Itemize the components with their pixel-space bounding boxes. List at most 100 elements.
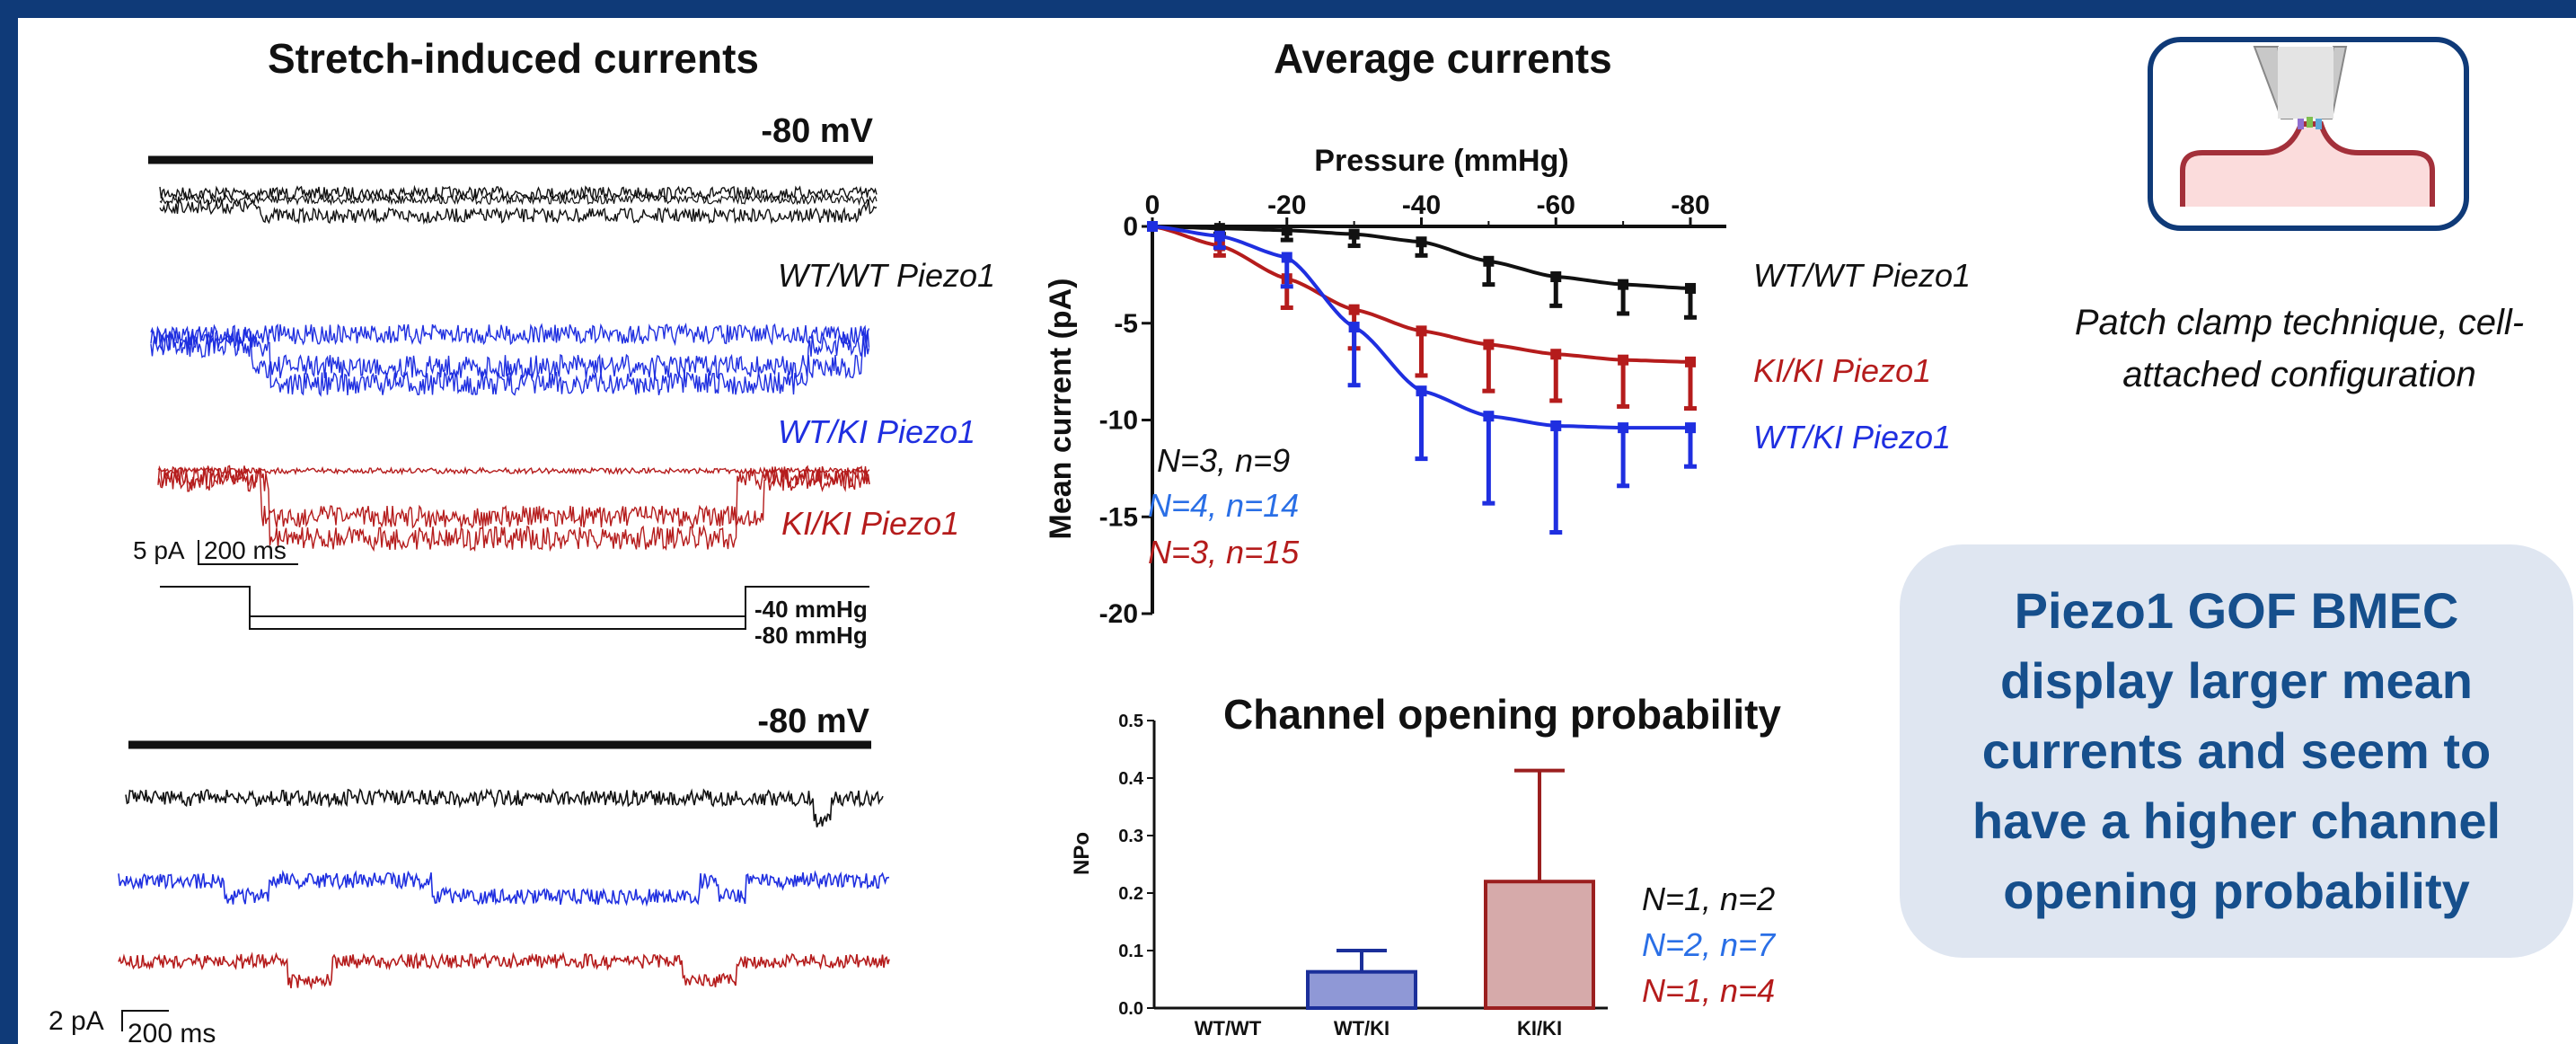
bar-wt-ki [1306, 969, 1417, 1010]
data-point [1147, 221, 1158, 232]
cell-body [2183, 124, 2432, 207]
data-point [1685, 356, 1696, 367]
channel-protein-3 [2316, 119, 2322, 129]
data-point [1416, 325, 1427, 337]
data-point [1483, 255, 1495, 267]
data-point [1618, 279, 1629, 290]
data-point [1685, 282, 1696, 294]
data-point [1483, 339, 1495, 350]
pipette-lumen [2278, 47, 2333, 119]
data-point [1483, 411, 1495, 422]
bar-chart-bars: WT/WT WT/KI KI/KI [1195, 768, 1595, 1040]
x-tick-label: 0 [1145, 190, 1160, 220]
conclusion-text: Piezo1 GOF BMEC display larger mean curr… [1972, 582, 2501, 919]
bar-annotation-wt-ki: N=2, n=7 [1642, 926, 1776, 963]
average-currents-title: Average currents [1274, 35, 1612, 82]
y-tick-label: -10 [1099, 406, 1138, 436]
npo-bar-chart: 0.0 0.1 0.2 0.3 0.4 0.5 WT/WT WT/KI KI/KI NPo [1070, 712, 1608, 1040]
y-tick-label: -15 [1099, 502, 1138, 532]
trace-label-wt-ki: WT/KI Piezo1 [778, 413, 976, 450]
scale-bar-bottom [121, 1010, 169, 1031]
npo-chart-title: Channel opening probability [1223, 691, 1781, 738]
trace-wt-wt-1 [159, 184, 878, 201]
bar-y-tick-label: 0.2 [1118, 884, 1143, 904]
data-point [1348, 322, 1360, 333]
line-annotation-ki-ki: N=3, n=15 [1148, 534, 1300, 571]
pressure-label-40: -40 mmHg [754, 596, 868, 623]
line-legend-ki-ki: KI/KI Piezo1 [1753, 352, 1932, 389]
data-point [1550, 271, 1562, 283]
trace-bottom-wt-ki [118, 870, 890, 907]
holding-voltage-bottom: -80 mV [757, 703, 869, 740]
bar-y-tick-label: 0.5 [1118, 712, 1143, 731]
holding-voltage-top: -80 mV [761, 112, 873, 150]
data-point [1416, 385, 1427, 397]
data-point [1618, 354, 1629, 366]
data-point [1348, 304, 1360, 315]
data-point [1213, 230, 1225, 242]
bar-y-tick-label: 0.4 [1118, 769, 1144, 789]
trace-bottom-wt-wt [125, 788, 884, 827]
line-annotation-wt-ki: N=4, n=14 [1148, 487, 1300, 524]
bar-annotation-ki-ki: N=1, n=4 [1642, 972, 1776, 1009]
trace-wt-ki-3 [150, 332, 870, 397]
line-chart-axes: 0 -20 -40 -60 -80 0 -5 -10 -15 -20 [1099, 190, 1726, 629]
patch-clamp-illustration [2148, 37, 2469, 231]
y-tick-label: -20 [1099, 599, 1138, 629]
scale-top-amplitude: 5 pA [133, 536, 185, 564]
x-tick-label: -80 [1671, 190, 1709, 220]
pressure-step-40 [160, 586, 869, 617]
current-traces [118, 184, 890, 991]
trace-label-ki-ki: KI/KI Piezo1 [781, 505, 960, 542]
y-tick-label: 0 [1123, 212, 1138, 242]
trace-ki-ki-3 [157, 466, 870, 553]
trace-wt-ki-1 [150, 323, 870, 347]
channel-protein-1 [2298, 119, 2304, 129]
x-tick-label: -20 [1267, 190, 1306, 220]
stretch-traces-figure: -80 mV -80 mV -40 mmHg -80 mmHg 5 pA 200… [49, 112, 890, 1044]
line-annotation-wt-wt: N=3, n=9 [1157, 442, 1291, 479]
line-legend-wt-ki: WT/KI Piezo1 [1753, 419, 1952, 456]
trace-wt-wt-3 [159, 192, 878, 207]
bar-y-tick-label: 0.0 [1118, 999, 1143, 1019]
trace-wt-wt-2 [159, 198, 878, 226]
data-point [1281, 225, 1292, 236]
line-chart-y-label: Mean current (pA) [1044, 279, 1078, 540]
trace-bottom-ki-ki [118, 951, 890, 991]
data-point [1281, 252, 1292, 263]
channel-protein-2 [2307, 117, 2313, 128]
line-chart-x-label: Pressure (mmHg) [1314, 144, 1568, 178]
bar-chart-y-label: NPo [1070, 832, 1094, 875]
frame-top-border [0, 0, 2576, 18]
line-legend-wt-wt: WT/WT Piezo1 [1753, 257, 1972, 294]
bar-category-label: WT/WT [1195, 1017, 1262, 1040]
data-point [1348, 228, 1360, 240]
bar-y-tick-label: 0.1 [1118, 942, 1143, 961]
y-tick-label: -5 [1114, 309, 1138, 339]
setup-caption: Patch clamp technique, cell-attached con… [2074, 303, 2525, 394]
bar-category-label: WT/KI [1334, 1017, 1389, 1040]
bar-y-tick-label: 0.3 [1118, 827, 1143, 846]
scale-bottom-amplitude: 2 pA [49, 1006, 104, 1036]
scale-bottom-time: 200 ms [128, 1019, 216, 1044]
line-chart-series [1147, 221, 1697, 535]
trace-ki-ki-2 [157, 464, 870, 529]
average-currents-chart: 0 -20 -40 -60 -80 0 -5 -10 -15 -20 Pressure (mmHg… [1044, 144, 1726, 629]
bar-ki-ki [1484, 880, 1595, 1010]
x-tick-label: -40 [1402, 190, 1441, 220]
trace-label-wt-wt: WT/WT Piezo1 [778, 257, 996, 294]
data-point [1550, 349, 1562, 360]
data-point [1685, 422, 1696, 434]
conclusion-box: Piezo1 GOF BMEC display larger mean curr… [1900, 544, 2573, 958]
scale-top-time: 200 ms [204, 536, 287, 564]
data-point [1550, 420, 1562, 431]
bar-category-label: KI/KI [1517, 1017, 1562, 1040]
scale-bar-top [198, 540, 298, 565]
data-point [1618, 422, 1629, 434]
bar-annotation-wt-wt: N=1, n=2 [1642, 880, 1776, 917]
x-tick-label: -60 [1537, 190, 1575, 220]
frame-left-border [0, 0, 18, 1044]
stretch-currents-title: Stretch-induced currents [268, 35, 759, 82]
data-point [1416, 236, 1427, 248]
pressure-label-80: -80 mmHg [754, 622, 868, 649]
